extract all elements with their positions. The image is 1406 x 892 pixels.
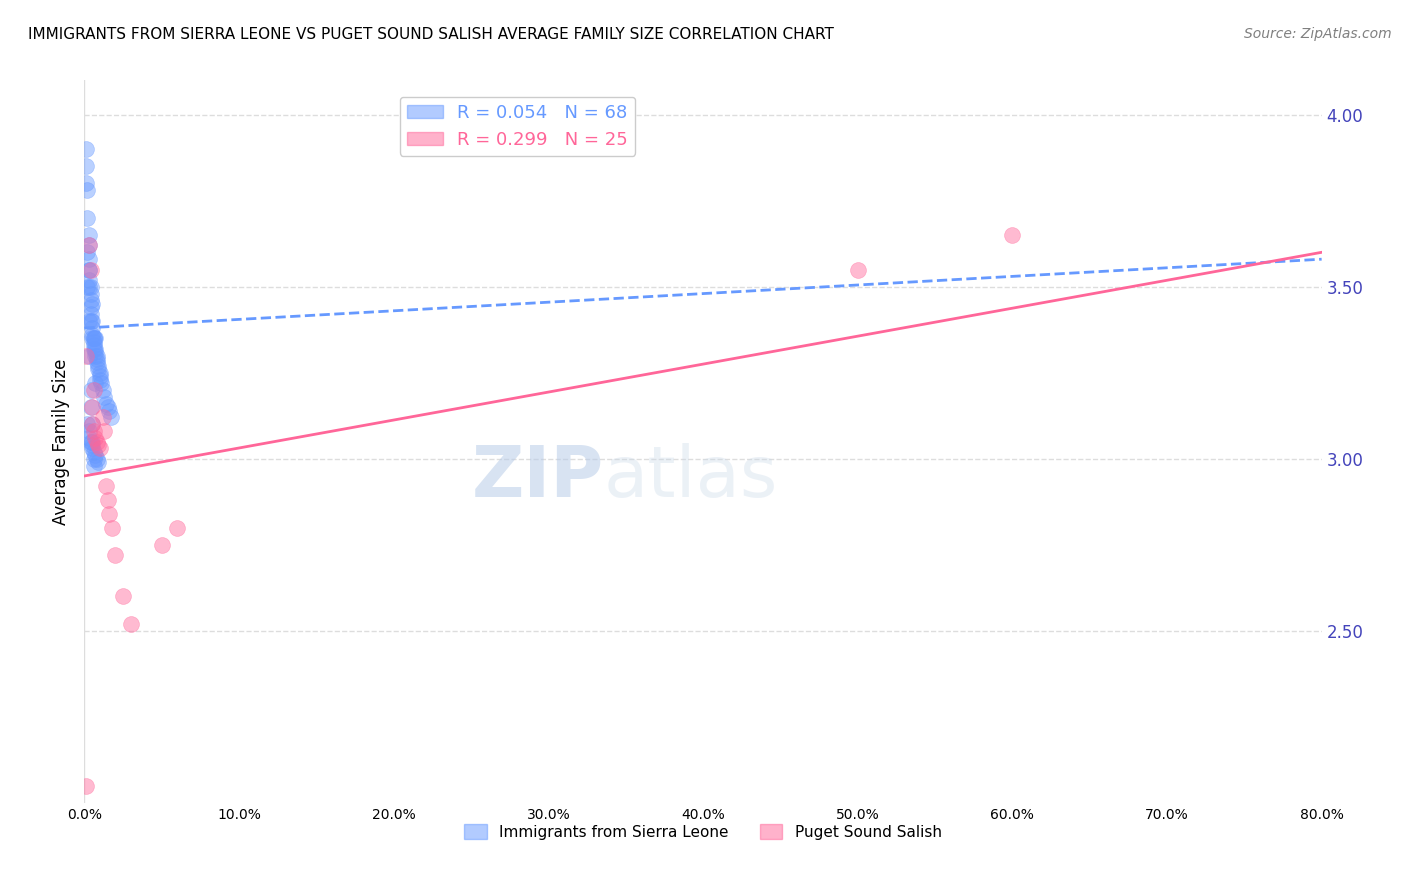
Point <box>112 590 135 604</box>
Point <box>101 520 124 534</box>
Point <box>98 507 121 521</box>
Point <box>83 331 105 345</box>
Point <box>84 345 107 359</box>
Point <box>83 383 105 397</box>
Point <box>77 273 100 287</box>
Point <box>79 301 101 315</box>
Point <box>86 451 108 466</box>
Point <box>83 338 105 352</box>
Point <box>75 142 97 156</box>
Point <box>76 245 98 260</box>
Point <box>82 327 104 342</box>
Point <box>150 538 173 552</box>
Point <box>77 238 100 252</box>
Point <box>96 400 118 414</box>
Point <box>82 417 104 432</box>
Point <box>75 159 97 173</box>
Y-axis label: Average Family Size: Average Family Size <box>52 359 70 524</box>
Point <box>82 321 104 335</box>
Point <box>84 376 107 390</box>
Point <box>86 351 108 366</box>
Point <box>79 262 101 277</box>
Point <box>93 390 115 404</box>
Point <box>82 434 104 449</box>
Point <box>79 434 101 449</box>
Point <box>82 442 104 456</box>
Point <box>77 262 100 277</box>
Point <box>120 616 142 631</box>
Point <box>83 458 105 473</box>
Point <box>79 279 101 293</box>
Point <box>84 349 107 363</box>
Point <box>76 211 98 225</box>
Text: ZIP: ZIP <box>472 443 605 512</box>
Point <box>75 349 97 363</box>
Point <box>77 262 100 277</box>
Point <box>91 410 114 425</box>
Point <box>87 362 110 376</box>
Point <box>82 314 104 328</box>
Point <box>76 183 98 197</box>
Legend: Immigrants from Sierra Leone, Puget Sound Salish: Immigrants from Sierra Leone, Puget Soun… <box>458 818 948 846</box>
Point <box>82 297 104 311</box>
Point <box>89 366 111 380</box>
Point <box>82 438 104 452</box>
Point <box>90 376 112 390</box>
Point <box>86 434 108 449</box>
Point <box>79 400 101 414</box>
Point <box>100 410 122 425</box>
Point <box>1001 228 1024 243</box>
Point <box>75 779 97 793</box>
Point <box>79 383 101 397</box>
Point <box>91 383 114 397</box>
Point <box>87 438 110 452</box>
Point <box>77 252 100 267</box>
Point <box>84 448 107 462</box>
Point <box>75 177 97 191</box>
Point <box>79 314 101 328</box>
Point <box>79 307 101 321</box>
Point <box>98 403 121 417</box>
Point <box>87 359 110 373</box>
Point <box>84 342 107 356</box>
Point <box>104 548 127 562</box>
Point <box>94 479 117 493</box>
Point <box>83 342 105 356</box>
Point <box>83 424 105 438</box>
Point <box>83 331 105 345</box>
Point <box>84 431 107 445</box>
Text: Source: ZipAtlas.com: Source: ZipAtlas.com <box>1244 27 1392 41</box>
Text: IMMIGRANTS FROM SIERRA LEONE VS PUGET SOUND SALISH AVERAGE FAMILY SIZE CORRELATI: IMMIGRANTS FROM SIERRA LEONE VS PUGET SO… <box>28 27 834 42</box>
Point <box>79 286 101 301</box>
Point <box>79 293 101 308</box>
Point <box>93 424 115 438</box>
Point <box>83 451 105 466</box>
Point <box>77 238 100 252</box>
Point <box>77 349 100 363</box>
Point <box>89 373 111 387</box>
Point <box>86 355 108 369</box>
Point <box>82 331 104 345</box>
Text: atlas: atlas <box>605 443 779 512</box>
Point <box>96 493 118 508</box>
Point <box>166 520 188 534</box>
Point <box>89 442 111 456</box>
Point <box>89 369 111 384</box>
Point <box>76 279 98 293</box>
Point <box>77 424 100 438</box>
Point <box>82 400 104 414</box>
Point <box>84 331 107 345</box>
Point <box>87 455 110 469</box>
Point <box>86 349 108 363</box>
Point <box>82 417 104 432</box>
Point <box>77 228 100 243</box>
Point <box>846 262 869 277</box>
Point <box>77 431 100 445</box>
Point <box>77 279 100 293</box>
Point <box>83 445 105 459</box>
Point <box>94 397 117 411</box>
Point <box>77 314 100 328</box>
Point <box>83 334 105 349</box>
Point <box>76 417 98 432</box>
